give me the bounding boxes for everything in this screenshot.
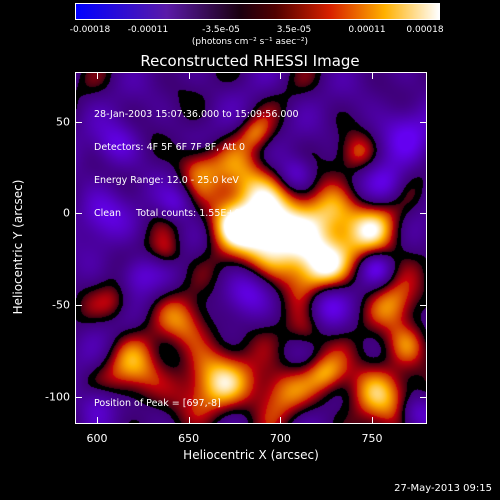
x-tick-mark [372, 72, 373, 79]
colorbar-tick-label: 0.00018 [406, 25, 444, 35]
y-tick-label: -50 [52, 298, 70, 312]
colorbar-tick-label: 3.5e-05 [276, 25, 312, 35]
x-tick-label: 750 [361, 432, 383, 445]
peak-position-label: Position of Peak = [697,-8] [94, 398, 221, 409]
y-tick-label: 0 [63, 206, 70, 220]
y-tick-mark [75, 121, 82, 123]
y-tick-label: -100 [45, 390, 70, 403]
info-line-detectors: Detectors: 4F 5F 6F 7F 8F, Att 0 [94, 142, 246, 153]
x-tick-mark [280, 72, 282, 79]
y-tick-mark [420, 121, 427, 123]
x-tick-label: 600 [86, 432, 108, 445]
y-axis-label: Heliocentric Y (arcsec) [11, 179, 25, 315]
x-tick-label: 700 [269, 432, 291, 445]
generation-date: 27-May-2013 09:15 [394, 483, 492, 494]
y-tick-mark [420, 213, 427, 215]
x-tick-mark [188, 417, 190, 424]
chart-title: Reconstructed RHESSI Image [140, 52, 360, 70]
colorbar-tick-label: -0.00011 [127, 25, 169, 35]
x-axis-label: Heliocentric X (arcsec) [183, 448, 319, 462]
x-tick-mark [372, 417, 373, 424]
heatmap-plot-area: 28-Jan-2003 15:07:36.000 to 15:09:56.000… [75, 72, 427, 424]
y-tick-mark [420, 304, 427, 306]
y-tick-mark [75, 396, 82, 398]
colorbar [75, 3, 440, 20]
x-tick-label: 650 [178, 432, 200, 445]
colorbar-tick-label: -0.00018 [69, 25, 111, 35]
y-tick-mark [420, 396, 427, 398]
heatmap-image [76, 73, 426, 423]
info-line-energy: Energy Range: 12.0 - 25.0 keV [94, 175, 239, 186]
x-tick-mark [97, 72, 98, 79]
y-tick-label: 50 [56, 115, 70, 128]
x-tick-mark [188, 72, 190, 79]
y-tick-mark [75, 304, 82, 306]
colorbar-tick-label: 0.00011 [348, 25, 386, 35]
info-line-counts: Clean Total counts: 1.55E+03 [94, 208, 247, 219]
colorbar-unit-label: (photons cm⁻² s⁻¹ asec⁻²) [191, 37, 309, 47]
info-line-time: 28-Jan-2003 15:07:36.000 to 15:09:56.000 [94, 109, 299, 120]
x-tick-mark [97, 417, 98, 424]
x-tick-mark [280, 417, 282, 424]
y-tick-mark [75, 213, 82, 215]
colorbar-tick-label: -3.5e-05 [202, 25, 240, 35]
